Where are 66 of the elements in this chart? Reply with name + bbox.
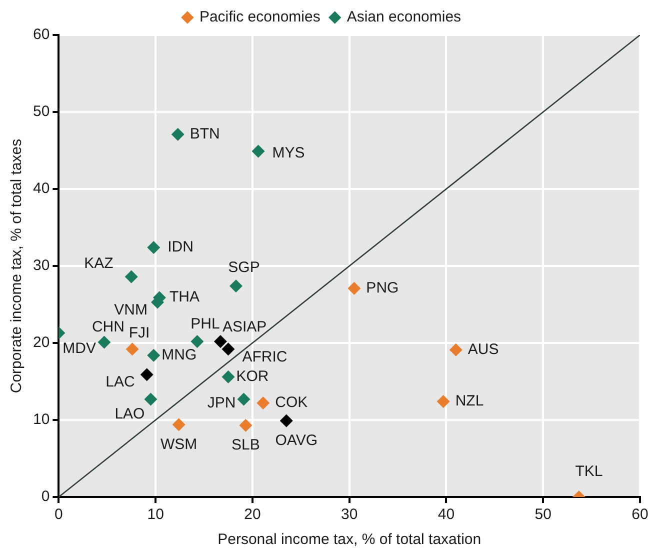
y-tick-label: 40 bbox=[32, 180, 50, 198]
y-tick-label: 50 bbox=[32, 103, 50, 120]
point bbox=[124, 270, 138, 284]
annotation: SGP bbox=[228, 259, 260, 276]
point bbox=[449, 343, 462, 356]
x-tick-label: 20 bbox=[244, 506, 261, 524]
y-tick-label: 10 bbox=[32, 411, 50, 428]
point bbox=[436, 395, 450, 408]
y-tick-label: 0 bbox=[41, 488, 50, 506]
annotation: TKL bbox=[575, 463, 603, 480]
annotation: AUS bbox=[468, 341, 499, 358]
y-axis-title: Corporate income tax, % of total taxes bbox=[8, 138, 26, 394]
annotation: SLB bbox=[231, 436, 260, 454]
x-tick-label: 0 bbox=[54, 506, 63, 524]
point bbox=[280, 414, 293, 428]
y-tick-label: 60 bbox=[32, 26, 50, 44]
point bbox=[237, 392, 250, 406]
annotation: ASIAP bbox=[222, 318, 267, 336]
legend-label: Pacific economies bbox=[199, 8, 320, 26]
point bbox=[214, 334, 227, 348]
annotation: FJI bbox=[128, 324, 150, 342]
annotation: MNG bbox=[162, 346, 197, 364]
annotation: WSM bbox=[160, 436, 198, 453]
annotation: THA bbox=[169, 288, 200, 306]
annotation: PNG bbox=[366, 279, 399, 296]
point bbox=[239, 418, 252, 432]
point bbox=[190, 334, 204, 348]
annotation: KAZ bbox=[84, 254, 114, 272]
point bbox=[126, 342, 139, 356]
point bbox=[144, 392, 158, 406]
x-tick-label: 50 bbox=[534, 506, 552, 524]
x-tick-label: 60 bbox=[632, 506, 648, 524]
x-tick-label: 40 bbox=[438, 506, 455, 524]
x-tick-label: 30 bbox=[341, 506, 358, 524]
point bbox=[140, 368, 154, 382]
annotation: BTN bbox=[190, 125, 220, 142]
annotation: JPN bbox=[207, 394, 236, 412]
point bbox=[147, 241, 160, 254]
point bbox=[222, 370, 235, 384]
point bbox=[172, 418, 186, 432]
point bbox=[98, 336, 111, 349]
point bbox=[222, 342, 235, 356]
annotation: LAC bbox=[106, 374, 136, 391]
annotation: MYS bbox=[272, 144, 305, 162]
y-tick-label: 30 bbox=[32, 257, 50, 274]
y-tick-label: 20 bbox=[32, 334, 50, 352]
point bbox=[147, 348, 160, 362]
x-tick-label: 10 bbox=[147, 506, 164, 524]
annotation: COK bbox=[275, 394, 308, 412]
annotation: KOR bbox=[236, 368, 269, 386]
point bbox=[252, 144, 265, 158]
x-axis-title: Personal income tax, % of total taxation bbox=[218, 531, 482, 548]
annotation: VNM bbox=[114, 301, 148, 318]
annotation: CHN bbox=[92, 318, 124, 336]
point bbox=[348, 282, 361, 295]
annotation: OAVG bbox=[275, 432, 318, 449]
point bbox=[256, 396, 270, 410]
annotation: LAO bbox=[114, 405, 145, 422]
point bbox=[229, 280, 242, 293]
annotation: MDV bbox=[62, 340, 96, 358]
annotation: NZL bbox=[455, 392, 484, 410]
annotation: PHL bbox=[190, 316, 220, 333]
legend-label: Asian economies bbox=[346, 8, 462, 26]
annotation: AFRIC bbox=[242, 348, 288, 366]
point bbox=[171, 128, 184, 141]
annotation: IDN bbox=[168, 238, 194, 256]
